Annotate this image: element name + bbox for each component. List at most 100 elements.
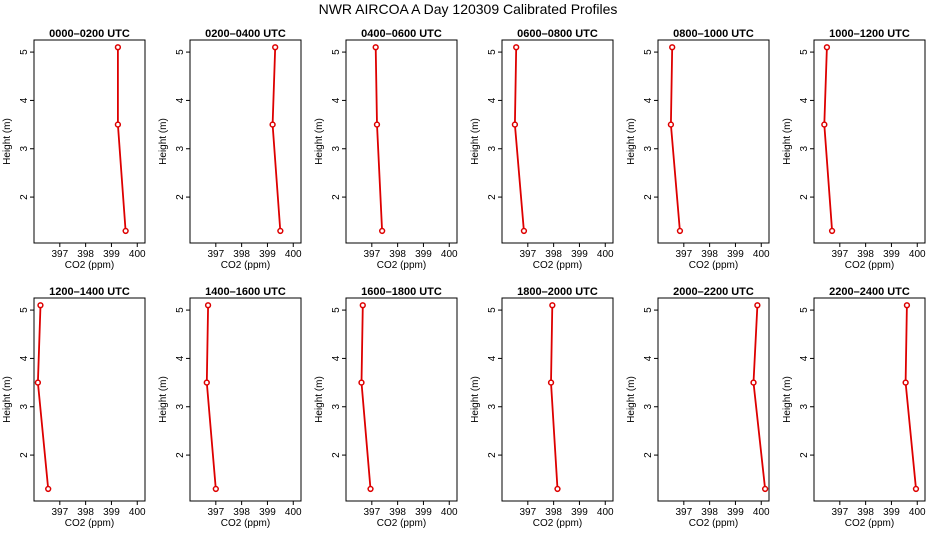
x-tick-label: 400 [129,249,146,260]
x-tick-label: 397 [51,249,68,260]
data-point [513,44,520,51]
x-axis-label: CO2 (ppm) [845,260,894,271]
panel-title: 1400–1600 UTC [205,286,286,298]
y-tick-label: 5 [799,307,810,313]
x-tick-label: 398 [545,507,562,518]
y-axis-label: Height (m) [2,118,13,165]
y-tick-label: 3 [799,404,810,410]
y-axis-label: Height (m) [626,376,637,423]
plot-frame [345,297,458,502]
data-point [37,302,44,309]
y-tick-label: 5 [643,307,654,313]
data-point [269,121,276,128]
x-axis-label: CO2 (ppm) [221,518,270,529]
data-point [367,485,374,493]
chart-panel: 0200–0400 UTC 397 398 399 400 2 3 4 5 CO2 (ppm) He… [158,28,302,271]
y-axis-label: Height (m) [158,118,169,165]
plot-frame [189,297,302,502]
profile-line [360,305,372,489]
data-point [554,485,561,493]
x-axis-label: CO2 (ppm) [65,260,114,271]
y-tick-label: 2 [175,194,186,200]
panel-title: 1800–2000 UTC [517,286,598,298]
x-tick-label: 397 [363,249,380,260]
x-axis-label: CO2 (ppm) [533,518,582,529]
y-tick-label: 4 [175,355,186,361]
y-tick-label: 2 [643,452,654,458]
x-tick-label: 400 [909,507,926,518]
data-point [828,227,836,235]
x-tick-label: 397 [519,249,536,260]
x-tick-label: 397 [831,507,848,518]
y-tick-label: 2 [487,194,498,200]
data-point [204,302,212,309]
y-axis-label: Height (m) [158,376,169,423]
panel-title: 0800–1000 UTC [673,28,754,40]
x-tick-label: 398 [701,249,718,260]
plot-frame [501,297,614,502]
x-tick-label: 397 [207,249,224,260]
data-point [372,44,379,51]
data-point [761,485,769,493]
panel-title: 1200–1400 UTC [49,286,130,298]
profile-line [669,47,681,231]
panel-title: 2000–2200 UTC [673,286,754,298]
x-tick-label: 399 [259,507,276,518]
x-tick-label: 398 [233,249,250,260]
y-tick-label: 5 [175,49,186,55]
data-point [358,379,365,386]
x-tick-label: 398 [77,249,94,260]
data-point [378,227,386,235]
data-point [549,302,556,309]
x-tick-label: 399 [103,507,120,518]
chart-panel: 2200–2400 UTC 397 398 399 400 2 3 4 5 CO2 (ppm) He… [782,286,926,529]
x-tick-label: 398 [545,249,562,260]
y-tick-label: 3 [487,146,498,152]
x-tick-label: 397 [675,507,692,518]
x-tick-label: 397 [51,507,68,518]
y-tick-label: 2 [175,452,186,458]
data-point [903,302,911,309]
plot-frame [189,39,302,244]
y-tick-label: 4 [643,355,654,361]
panel-title: 2200–2400 UTC [829,286,910,298]
profile-line [374,47,383,231]
x-tick-label: 399 [103,249,120,260]
chart-panel: 1000–1200 UTC 397 398 399 400 2 3 4 5 CO2 (ppm) He… [782,28,926,271]
y-tick-label: 4 [331,355,342,361]
data-point [821,121,828,128]
y-tick-label: 5 [331,49,342,55]
data-point [750,379,757,386]
y-tick-label: 2 [19,194,30,200]
panel-title: 0000–0200 UTC [49,28,130,40]
plot-frame [33,297,146,502]
profile-line [117,47,127,231]
y-tick-label: 4 [643,97,654,103]
profile-line [823,47,833,231]
x-tick-label: 400 [753,249,770,260]
y-axis-label: Height (m) [314,118,325,165]
x-tick-label: 400 [597,507,614,518]
y-tick-label: 4 [487,355,498,361]
chart-panel: 1800–2000 UTC 397 398 399 400 2 3 4 5 CO2 (ppm) He… [470,286,614,529]
y-tick-label: 3 [19,146,30,152]
x-tick-label: 398 [233,507,250,518]
profile-line [550,305,559,489]
y-tick-label: 3 [799,146,810,152]
data-point [754,302,761,309]
x-axis-label: CO2 (ppm) [689,518,738,529]
y-axis-label: Height (m) [782,376,793,423]
x-tick-label: 399 [415,249,432,260]
data-point [511,121,519,128]
chart-panel: 1200–1400 UTC 397 398 399 400 2 3 4 5 CO2 (ppm) He… [2,286,146,529]
x-tick-label: 397 [207,507,224,518]
data-point [277,227,284,235]
x-tick-label: 400 [597,249,614,260]
x-tick-label: 397 [675,249,692,260]
data-point [823,44,831,51]
y-tick-label: 3 [487,404,498,410]
data-point [373,121,381,128]
y-tick-label: 4 [487,97,498,103]
y-tick-label: 3 [175,404,186,410]
